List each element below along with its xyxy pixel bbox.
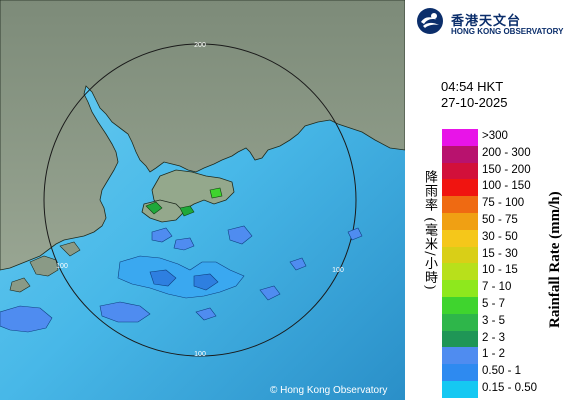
legend-color-swatch [442,179,478,197]
legend-color-swatch [442,229,478,247]
legend-item: 50 - 75 [442,212,572,230]
legend-label: 2 - 3 [482,331,506,344]
legend-color-swatch [442,263,478,281]
legend-label: 15 - 30 [482,247,518,260]
legend-label: 200 - 300 [482,146,531,159]
rain-echo-small-6 [195,307,217,321]
rain-echo-west [0,305,53,333]
timestamp-time: 04:54 HKT [441,79,504,94]
legend-color-swatch [442,364,478,382]
legend-color-swatch [442,347,478,365]
logo-chinese-text: 香港天文台 [451,14,522,29]
rain-echo-green-1 [145,201,163,215]
legend-title-english: Rainfall Rate (mm/h) [547,191,563,329]
rain-echo-green-2 [179,205,195,217]
legend-item: 0.15 - 0.50 [442,380,572,398]
legend-label: 30 - 50 [482,230,518,243]
legend-label: 3 - 5 [482,314,506,327]
hko-logo: 香港天文台 HONG KONG OBSERVATORY [415,6,575,40]
legend-color-swatch [442,212,478,230]
rain-echo-small-5 [259,285,281,301]
legend-item: 0.50 - 1 [442,364,572,382]
legend-color-swatch [442,313,478,331]
legend-label: 0.50 - 1 [482,365,521,378]
legend-color-swatch [442,145,478,163]
ring-label-bottom: 100 [194,351,206,358]
rain-echo-east-1 [227,225,253,245]
rain-echo-green-3 [209,187,223,199]
range-ring-outer [43,43,357,357]
legend-label: >300 [482,130,508,142]
legend-panel: 香港天文台 HONG KONG OBSERVATORY 04:54 HKT 27… [405,0,577,400]
rain-echoes [0,187,363,333]
legend-item: 7 - 10 [442,280,572,298]
legend-label: 7 - 10 [482,281,512,294]
legend-label: 100 - 150 [482,180,531,193]
radar-map: 200 100 100 100 © Hong Kong Observatory [0,0,405,400]
legend-color-swatch [442,162,478,180]
copyright-notice: © Hong Kong Observatory [270,385,388,396]
legend-color-swatch [442,129,478,146]
western-islands [9,241,81,293]
logo-english-text: HONG KONG OBSERVATORY [451,27,564,36]
legend-item: 1 - 2 [442,347,572,365]
legend-item: 5 - 7 [442,296,572,314]
legend-color-swatch [442,246,478,264]
legend-color-swatch [442,330,478,348]
rain-echo-small-4 [347,227,363,241]
rain-echo-small-2 [173,237,195,251]
legend-item: 10 - 15 [442,263,572,281]
rainfall-legend: >300 200 - 300 150 - 200 100 - 150 75 - 100 5… [442,129,572,398]
legend-item: 100 - 150 [442,179,572,197]
rain-echo-south-1 [99,301,151,323]
legend-label: 50 - 75 [482,213,518,226]
rain-echo-small-1 [151,227,173,243]
legend-label: 75 - 100 [482,197,525,210]
legend-item: 30 - 50 [442,229,572,247]
ring-label-top: 200 [194,42,206,49]
legend-item: 3 - 5 [442,313,572,331]
ring-label-left: 100 [56,263,68,270]
legend-label: 5 - 7 [482,297,506,310]
legend-title-chinese: 降雨率 (毫米/小時) [422,170,437,291]
legend-color-swatch [442,380,478,398]
legend-color-swatch [442,296,478,314]
legend-label: 10 - 15 [482,264,518,277]
mainland-landmass [0,0,405,271]
legend-item: 200 - 300 [442,145,572,163]
hko-logo-icon [417,8,443,34]
legend-item: 15 - 30 [442,246,572,264]
legend-item: 150 - 200 [442,162,572,180]
rain-echo-small-3 [289,257,307,271]
legend-label: 1 - 2 [482,348,506,361]
rain-echo-core-2 [193,273,219,291]
legend-item: 75 - 100 [442,196,572,214]
rain-echo-main [117,255,245,299]
legend-label: 0.15 - 0.50 [482,381,537,394]
radar-map-canvas: 200 100 100 100 [0,0,405,400]
legend-item: 2 - 3 [442,330,572,348]
legend-label: 150 - 200 [482,163,531,176]
legend-color-swatch [442,196,478,214]
legend-item: >300 [442,129,572,146]
timestamp-date: 27-10-2025 [441,95,508,110]
rain-echo-core-1 [149,269,177,287]
legend-color-swatch [442,280,478,298]
ring-label-right: 100 [332,267,344,274]
